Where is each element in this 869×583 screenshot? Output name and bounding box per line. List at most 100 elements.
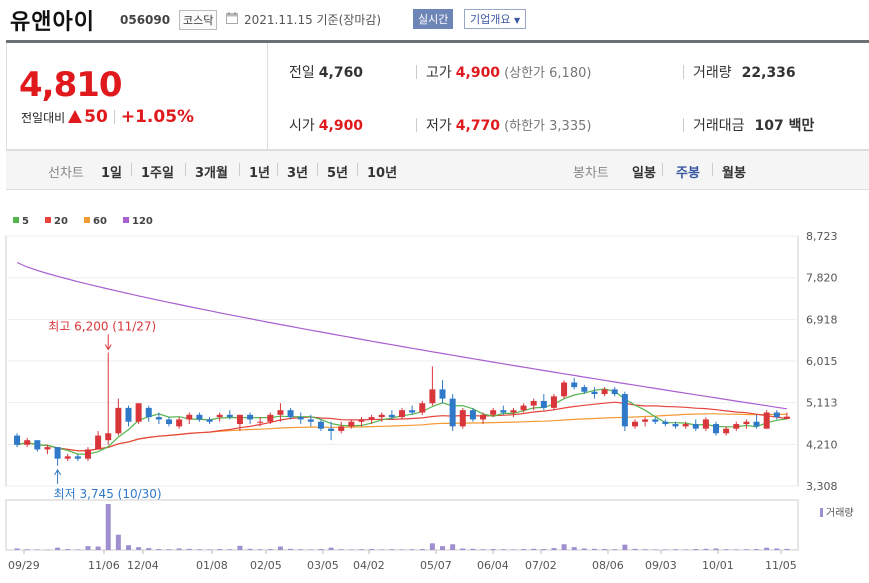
tab-5year[interactable]: 5년 [327, 166, 349, 181]
volume-bar [683, 549, 689, 550]
change-label: 전일대비 [21, 111, 66, 125]
volume-bar [703, 548, 709, 550]
candle-body [14, 435, 21, 445]
candle-body [44, 447, 51, 450]
candle-body [652, 419, 659, 422]
y-tick-label: 5,113 [806, 397, 838, 410]
legend-swatch [45, 217, 51, 223]
candle-body [216, 414, 223, 418]
candle-body [74, 456, 81, 459]
realtime-button[interactable]: 실시간 [413, 9, 454, 29]
x-tick-label: 09/29 [8, 559, 40, 572]
candle-body [155, 417, 162, 420]
volume-bar [733, 549, 739, 550]
volume-bar [115, 534, 121, 550]
candle-body [682, 424, 689, 427]
volume-bar [358, 549, 364, 550]
legend-ma20: 20 [45, 216, 68, 227]
ma120-line [16, 261, 787, 410]
volume-bar [622, 544, 628, 550]
divider [239, 163, 240, 176]
candle-body [419, 403, 426, 413]
candle-body [783, 416, 790, 419]
volume-bar [581, 548, 587, 550]
x-tick-label: 06/04 [477, 559, 509, 572]
candle-body [358, 419, 365, 422]
divider [416, 118, 417, 132]
candle-body [95, 435, 102, 450]
day-high: 고가 4,900 (상한가 6,180) [426, 65, 592, 81]
divider [185, 163, 186, 176]
volume-bar [521, 549, 527, 550]
tab-daily[interactable]: 일봉 [632, 166, 656, 181]
tab-1year[interactable]: 1년 [249, 166, 271, 181]
candle-body [510, 410, 517, 413]
candle-body [125, 407, 132, 422]
tab-weekly[interactable]: 주봉 [676, 166, 700, 181]
base-date: 2021.11.15 기준(장마감) [244, 13, 382, 27]
candle-body [297, 417, 304, 420]
legend-swatch [13, 217, 19, 223]
tab-3month[interactable]: 3개월 [195, 166, 228, 181]
volume-bar [196, 549, 202, 550]
volume-frame [5, 499, 799, 551]
legend-swatch [84, 217, 90, 223]
divider [416, 65, 417, 79]
tab-1week[interactable]: 1주일 [141, 166, 174, 181]
calendar-icon [226, 12, 238, 24]
candle-body [236, 414, 243, 425]
tab-10year[interactable]: 10년 [367, 166, 398, 181]
x-tick-label: 08/06 [592, 559, 624, 572]
candle-chart-label: 봉차트 [573, 166, 609, 181]
change-amount: 50 [84, 107, 108, 127]
line-chart-label: 선차트 [48, 166, 84, 181]
volume-bar [379, 549, 385, 550]
x-tick-label: 12/04 [127, 559, 159, 572]
volume-bar [774, 548, 780, 550]
chevron-down-icon: ▼ [513, 16, 521, 25]
volume-bar [237, 545, 243, 550]
divider [683, 65, 684, 79]
up-triangle-icon [68, 110, 83, 123]
x-tick-label: 03/05 [307, 559, 339, 572]
candle-body [115, 407, 122, 434]
tab-3year[interactable]: 3년 [287, 166, 309, 181]
candle-body [399, 410, 405, 418]
candle-body [338, 426, 345, 431]
volume-bar [338, 549, 344, 550]
candle-body [591, 391, 598, 395]
candle-body [581, 387, 588, 392]
tab-monthly[interactable]: 월봉 [722, 166, 746, 181]
volume-bar [75, 549, 81, 550]
candle-body [459, 410, 466, 427]
company-overview-dropdown[interactable]: 기업개요 ▼ [464, 9, 527, 29]
volume-bar [156, 549, 162, 550]
volume-bar [328, 547, 334, 550]
current-price: 4,810 [19, 65, 123, 105]
top-divider [6, 40, 869, 43]
divider [277, 163, 278, 176]
candle-body [773, 412, 780, 418]
volume-bar [652, 549, 658, 550]
candle-body [429, 389, 436, 404]
prev-close: 전일 4,760 [289, 65, 364, 81]
volume-bar [298, 549, 304, 550]
candle-body [409, 410, 416, 413]
volume-bar [612, 549, 618, 550]
divider [712, 163, 713, 176]
x-tick-label: 10/01 [702, 559, 734, 572]
volume-bar [55, 547, 61, 550]
volume-bar [541, 549, 547, 550]
volume-bar [531, 548, 537, 550]
price-change: 전일대비 50 +1.05% [21, 107, 194, 127]
candle-body [672, 424, 679, 427]
candle-body [692, 424, 699, 429]
volume-bar [470, 548, 476, 550]
candle-body [733, 424, 740, 429]
candle-body [105, 433, 112, 441]
volume-bar [267, 549, 273, 550]
volume-bar [602, 549, 608, 550]
y-tick-label: 6,918 [806, 313, 838, 326]
tab-1day[interactable]: 1일 [101, 166, 123, 181]
